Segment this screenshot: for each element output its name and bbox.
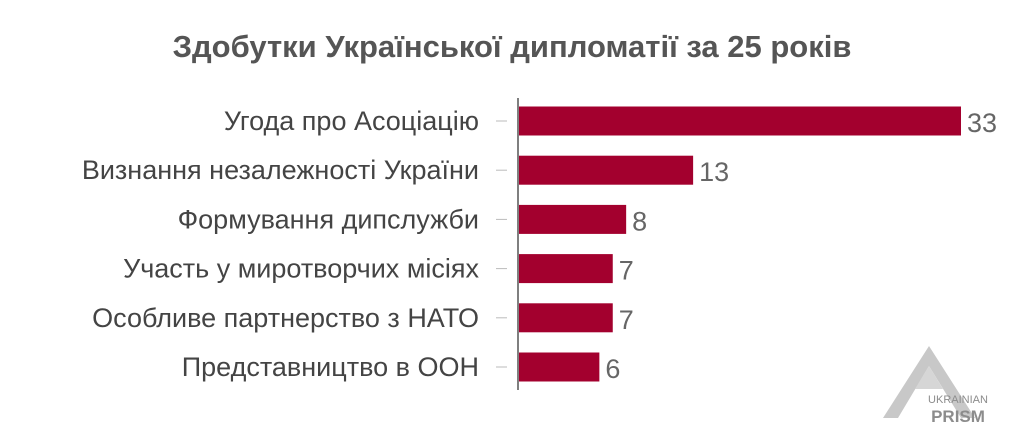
prism-logo-inner-icon — [915, 366, 943, 389]
logo-line1: UKRAINIAN — [928, 394, 988, 406]
category-label: Формування дипслужби — [178, 204, 479, 234]
value-label: 33 — [967, 108, 997, 138]
bar — [519, 106, 961, 136]
category-label: Особливе партнерство з НАТО — [92, 303, 479, 333]
prism-logo-icon — [883, 346, 975, 418]
bar — [519, 303, 613, 333]
value-label: 7 — [619, 256, 634, 286]
category-label: Визнання незалежності України — [82, 155, 479, 185]
value-label: 8 — [632, 206, 647, 236]
value-label: 13 — [699, 157, 729, 187]
bar — [519, 204, 627, 234]
category-label: Участь у миротворчих місіях — [123, 254, 479, 284]
bar — [519, 352, 600, 382]
ukrainian-prism-logo: UKRAINIAN PRISM — [883, 346, 988, 426]
value-label: 6 — [605, 354, 620, 384]
bar — [519, 254, 613, 284]
category-label: Представництво в ООН — [182, 352, 479, 382]
bar — [519, 155, 694, 185]
chart-title: Здобутки Української дипломатії за 25 ро… — [173, 29, 852, 64]
value-label: 7 — [619, 305, 634, 335]
bars-layer: Угода про Асоціацію 33 Визнання незалежнос… — [82, 106, 997, 384]
category-label: Угода про Асоціацію — [224, 106, 479, 136]
logo-line2: PRISM — [931, 407, 985, 426]
